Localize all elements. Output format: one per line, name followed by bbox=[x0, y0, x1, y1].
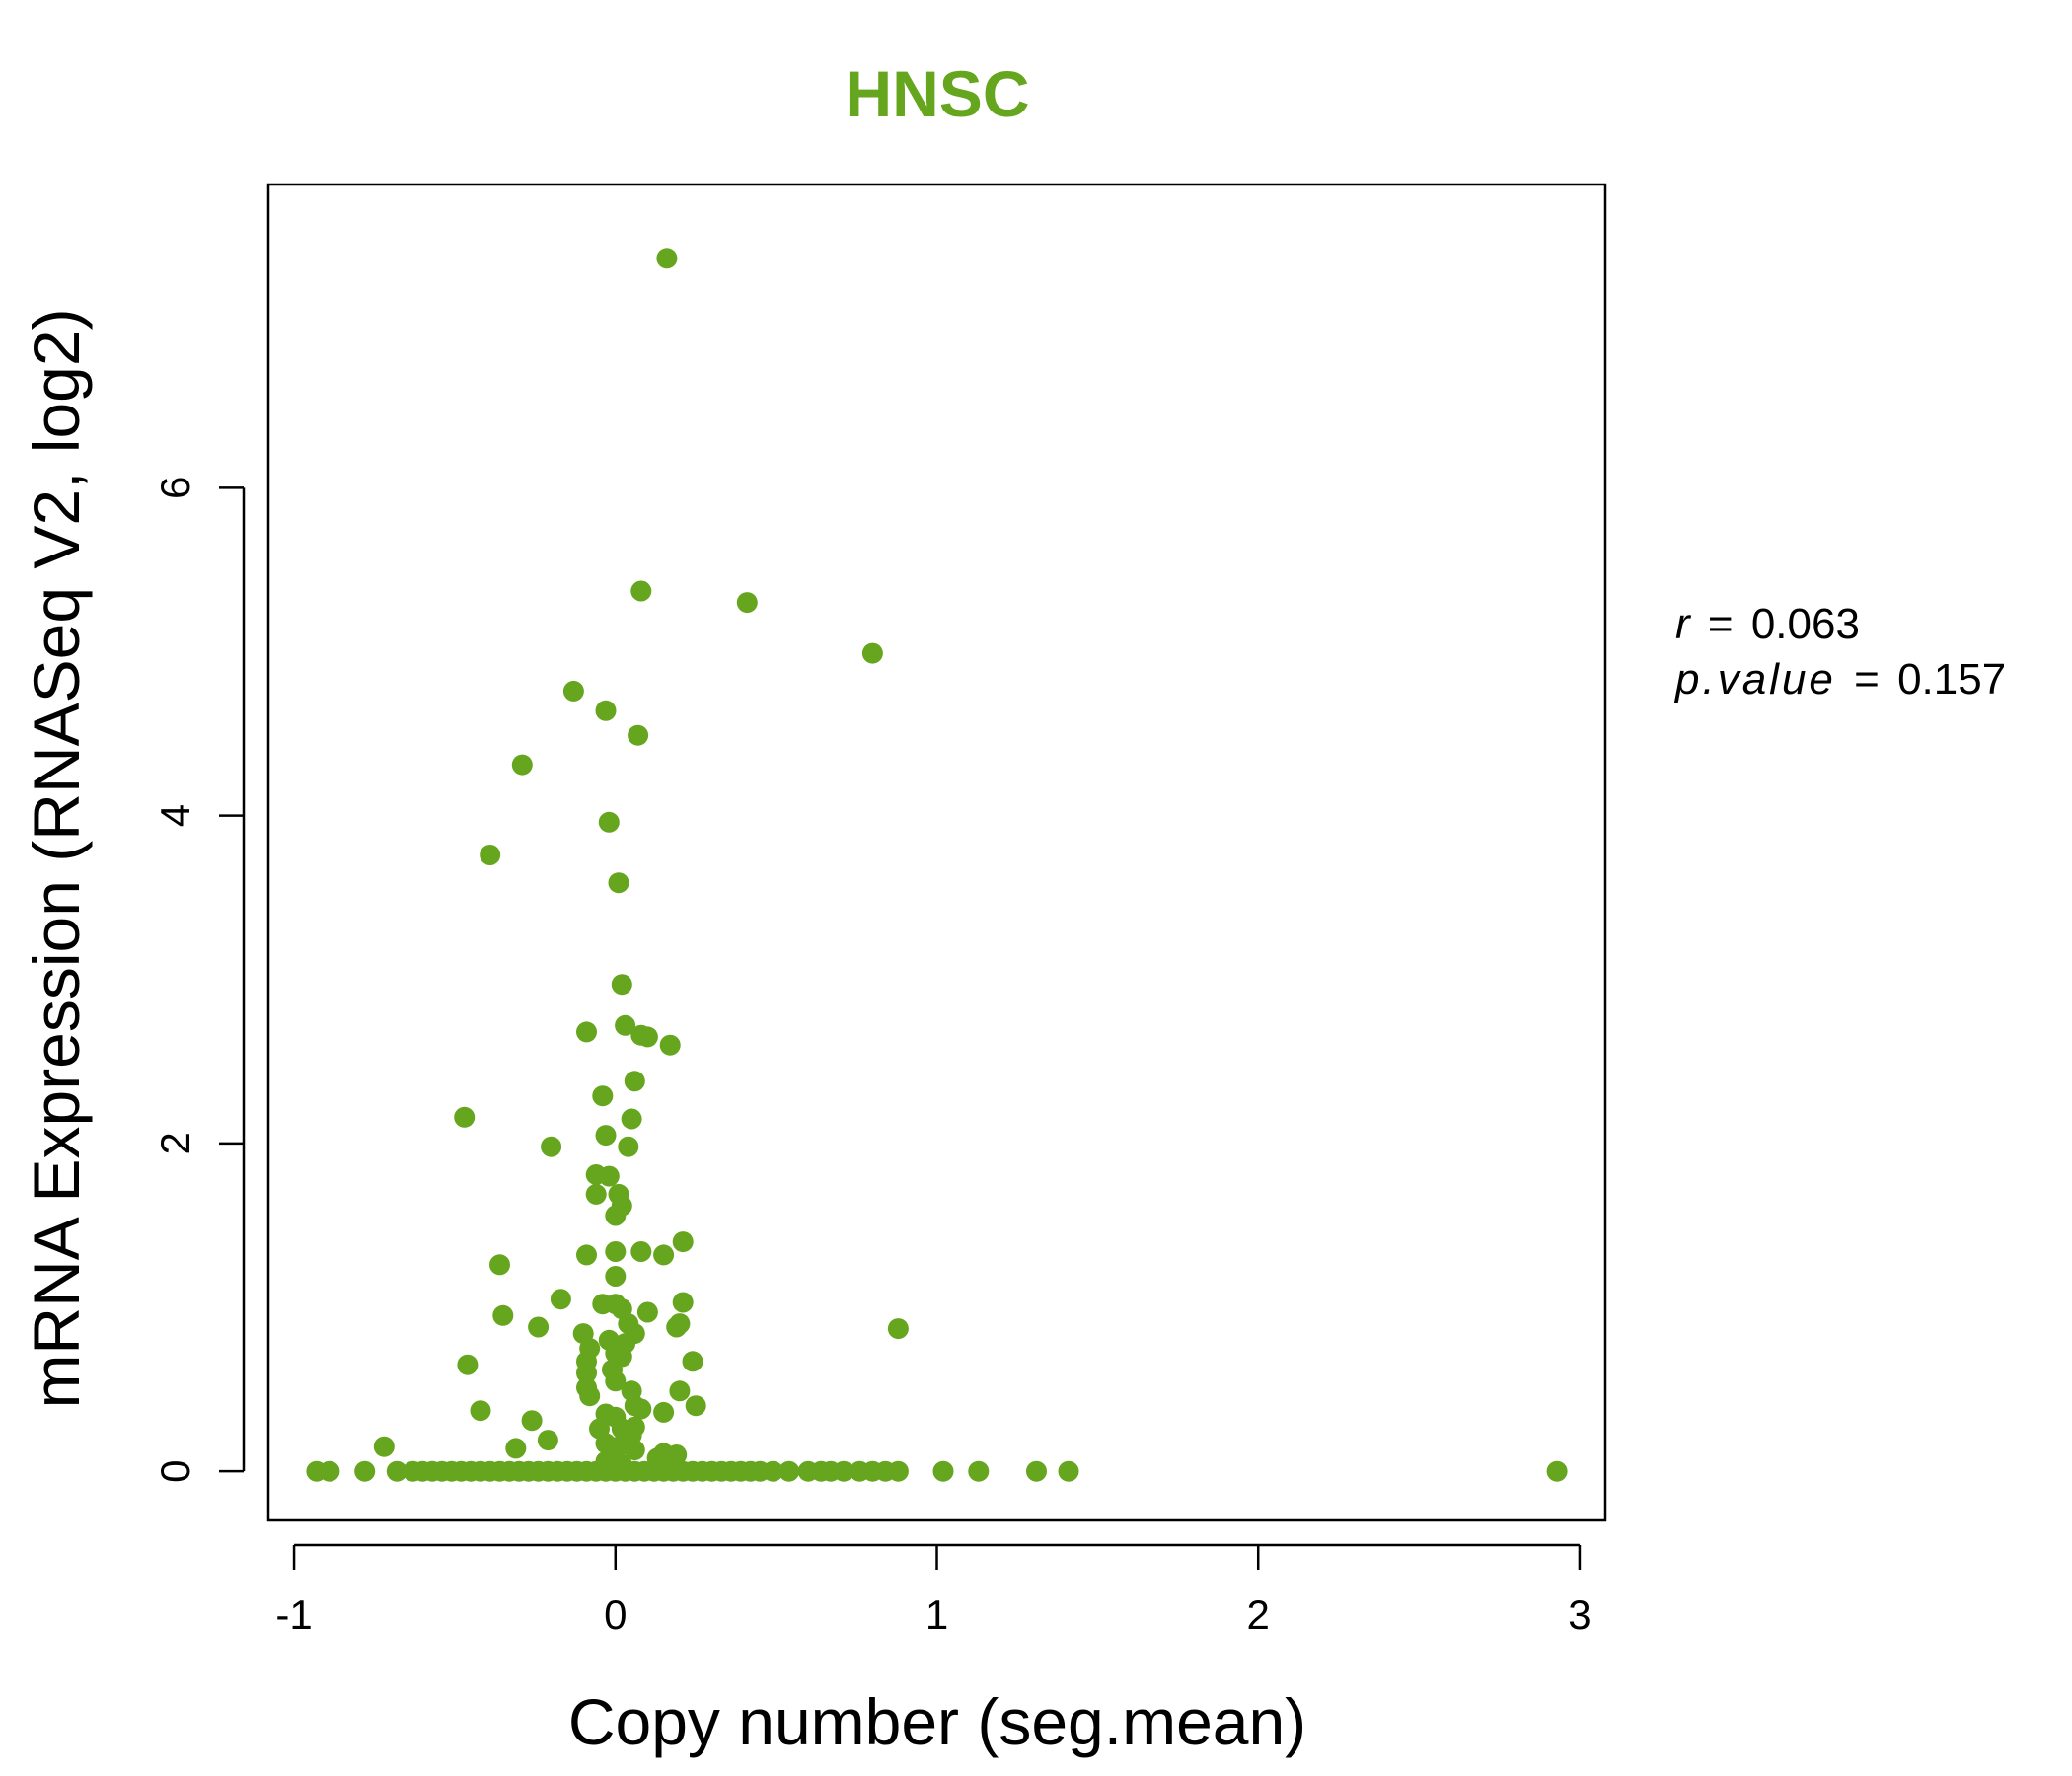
plot-frame bbox=[266, 183, 1607, 1522]
data-point bbox=[861, 642, 883, 664]
data-point bbox=[489, 1254, 510, 1276]
data-point bbox=[1058, 1460, 1079, 1482]
data-point bbox=[968, 1460, 990, 1482]
data-point bbox=[1546, 1460, 1568, 1482]
data-point bbox=[595, 700, 617, 721]
data-point bbox=[470, 1400, 491, 1422]
data-point bbox=[562, 680, 584, 702]
data-point bbox=[778, 1460, 800, 1482]
data-point bbox=[598, 811, 620, 833]
data-point bbox=[682, 1351, 703, 1372]
data-point bbox=[605, 1370, 627, 1392]
data-point bbox=[615, 1014, 636, 1036]
data-point bbox=[608, 872, 629, 894]
data-point bbox=[576, 1363, 597, 1383]
data-point bbox=[528, 1316, 550, 1338]
data-point bbox=[833, 1460, 854, 1482]
data-point bbox=[636, 1026, 658, 1048]
data-point bbox=[630, 580, 652, 602]
data-points bbox=[306, 248, 1568, 1482]
data-point bbox=[598, 1165, 620, 1187]
data-point bbox=[492, 1304, 514, 1326]
data-point bbox=[618, 1136, 639, 1157]
x-tick-label: 2 bbox=[1247, 1591, 1270, 1638]
y-axis: 0 2 4 6 bbox=[152, 477, 246, 1483]
y-tick-label: 6 bbox=[152, 477, 198, 499]
data-point bbox=[595, 1125, 617, 1147]
y-tick-label: 0 bbox=[152, 1459, 198, 1482]
y-tick-label: 2 bbox=[152, 1132, 198, 1154]
data-point bbox=[659, 1034, 681, 1056]
data-point bbox=[672, 1231, 694, 1253]
data-point bbox=[672, 1292, 694, 1313]
data-point bbox=[605, 1241, 627, 1262]
data-point bbox=[621, 1108, 642, 1130]
data-point bbox=[669, 1380, 691, 1402]
data-point bbox=[736, 592, 758, 614]
data-point bbox=[628, 724, 649, 746]
data-point bbox=[932, 1460, 954, 1482]
data-point bbox=[576, 1244, 597, 1266]
data-point bbox=[576, 1021, 597, 1043]
data-point bbox=[669, 1313, 691, 1335]
data-point bbox=[624, 1071, 645, 1092]
stat-r: r = 0.063 bbox=[1675, 600, 1860, 648]
stat-r-label: r bbox=[1675, 600, 1692, 648]
stat-p-value: 0.157 bbox=[1897, 655, 2006, 703]
data-point bbox=[605, 1205, 627, 1226]
data-point bbox=[656, 248, 678, 269]
data-point bbox=[630, 1241, 652, 1262]
data-point bbox=[666, 1444, 688, 1465]
x-axis-title: Copy number (seg.mean) bbox=[568, 1685, 1306, 1758]
data-point bbox=[537, 1430, 558, 1451]
data-point bbox=[511, 754, 533, 776]
x-tick-label: 3 bbox=[1568, 1591, 1591, 1638]
stat-p-equals: = bbox=[1854, 655, 1880, 703]
data-point bbox=[887, 1460, 909, 1482]
data-point bbox=[630, 1398, 652, 1420]
data-point bbox=[319, 1460, 340, 1482]
stat-r-equals: = bbox=[1708, 600, 1734, 648]
data-point bbox=[386, 1460, 407, 1482]
chart-title: HNSC bbox=[845, 57, 1029, 130]
data-point bbox=[636, 1301, 658, 1323]
data-point bbox=[611, 974, 632, 996]
data-point bbox=[354, 1460, 376, 1482]
data-point bbox=[1026, 1460, 1047, 1482]
data-point bbox=[605, 1266, 627, 1287]
stat-r-value: 0.063 bbox=[1751, 600, 1860, 648]
y-tick-label: 4 bbox=[152, 804, 198, 827]
data-point bbox=[579, 1385, 601, 1407]
x-tick-label: 0 bbox=[604, 1591, 627, 1638]
data-point bbox=[454, 1106, 476, 1128]
data-point bbox=[505, 1438, 527, 1459]
data-point bbox=[653, 1244, 675, 1266]
data-point bbox=[608, 1436, 629, 1457]
stat-p-label: p.value bbox=[1673, 655, 1836, 703]
x-axis: -1 0 1 2 3 bbox=[275, 1543, 1591, 1638]
x-tick-label: -1 bbox=[275, 1591, 312, 1638]
data-point bbox=[373, 1436, 395, 1457]
data-point bbox=[685, 1395, 706, 1417]
x-tick-label: 1 bbox=[925, 1591, 948, 1638]
data-point bbox=[762, 1460, 783, 1482]
data-point bbox=[521, 1410, 543, 1432]
data-point bbox=[887, 1318, 909, 1340]
data-point bbox=[585, 1183, 607, 1205]
data-point bbox=[541, 1136, 562, 1157]
data-point bbox=[653, 1401, 675, 1423]
data-point bbox=[592, 1085, 614, 1107]
data-point bbox=[624, 1440, 645, 1461]
y-axis-title: mRNA Expression (RNASeq V2, log2) bbox=[20, 308, 93, 1408]
data-point bbox=[457, 1354, 479, 1375]
stat-p: p.value = 0.157 bbox=[1673, 655, 2006, 703]
data-point bbox=[550, 1289, 571, 1310]
data-point bbox=[480, 845, 501, 865]
